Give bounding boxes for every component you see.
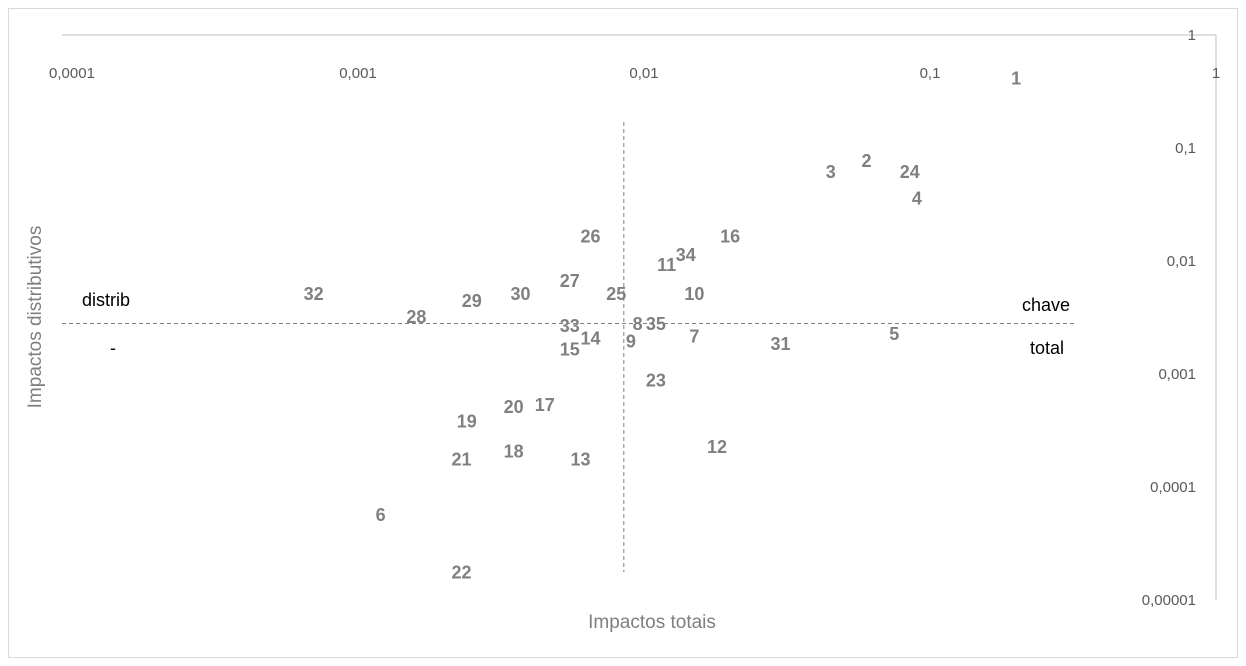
y-tick-label: 0,01 (1167, 253, 1196, 270)
point-label-34: 34 (676, 245, 696, 265)
point-label-9: 9 (626, 331, 636, 351)
point-label-30: 30 (510, 284, 530, 304)
annotation-dash: - (110, 338, 116, 358)
point-label-4: 4 (912, 188, 922, 208)
x-tick-label: 0,0001 (49, 65, 95, 82)
point-label-10: 10 (684, 284, 704, 304)
point-label-7: 7 (689, 326, 699, 346)
point-label-3: 3 (826, 162, 836, 182)
point-label-16: 16 (720, 227, 740, 247)
point-label-23: 23 (646, 371, 666, 391)
y-tick-label: 1 (1188, 27, 1196, 44)
point-label-28: 28 (406, 307, 426, 327)
annotation-distrib: distrib (82, 290, 130, 310)
point-label-35: 35 (646, 314, 666, 334)
point-label-21: 21 (451, 450, 471, 470)
point-label-27: 27 (560, 271, 580, 291)
point-label-13: 13 (571, 450, 591, 470)
y-tick-label: 0,1 (1175, 140, 1196, 157)
point-label-14: 14 (580, 329, 600, 349)
x-axis-title: Impactos totais (588, 612, 716, 633)
point-label-26: 26 (580, 227, 600, 247)
point-label-19: 19 (457, 412, 477, 432)
axes-layer (62, 34, 1217, 600)
point-label-32: 32 (304, 284, 324, 304)
point-label-6: 6 (376, 505, 386, 525)
tick-labels: 0,0001 0,001 0,01 0,1 1 0,00001 0,0001 0,001 0,0… (49, 27, 1220, 609)
point-label-5: 5 (889, 324, 899, 344)
point-label-1: 1 (1011, 69, 1021, 89)
point-label-12: 12 (707, 437, 727, 457)
y-tick-label: 0,0001 (1150, 479, 1196, 496)
x-tick-label: 0,01 (629, 65, 658, 82)
annotation-total: total (1030, 338, 1064, 358)
point-label-25: 25 (606, 284, 626, 304)
point-label-22: 22 (451, 563, 471, 583)
point-labels: 1234567891011121314151617181920212223242… (304, 69, 1021, 583)
annotation-chave: chave (1022, 295, 1070, 315)
point-label-2: 2 (862, 151, 872, 171)
x-tick-label: 0,1 (920, 65, 941, 82)
point-label-24: 24 (900, 162, 920, 182)
x-tick-label: 0,001 (339, 65, 377, 82)
y-axis-title: Impactos distributivos (25, 226, 46, 409)
reference-lines (62, 122, 1076, 572)
chart-frame (8, 8, 1238, 658)
point-label-11: 11 (657, 255, 676, 275)
point-label-17: 17 (535, 395, 555, 415)
point-label-8: 8 (633, 314, 643, 334)
x-tick-label: 1 (1212, 65, 1220, 82)
point-label-29: 29 (462, 291, 482, 311)
point-label-15: 15 (560, 340, 580, 360)
y-tick-label: 0,00001 (1142, 592, 1196, 609)
point-label-31: 31 (770, 334, 790, 354)
point-label-18: 18 (504, 442, 524, 462)
point-label-20: 20 (504, 397, 524, 417)
y-tick-label: 0,001 (1158, 366, 1196, 383)
point-label-33: 33 (560, 316, 580, 336)
